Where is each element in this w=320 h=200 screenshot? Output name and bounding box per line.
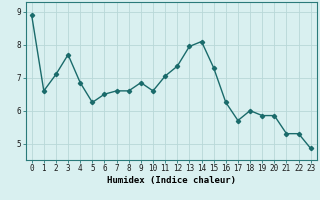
X-axis label: Humidex (Indice chaleur): Humidex (Indice chaleur): [107, 176, 236, 185]
